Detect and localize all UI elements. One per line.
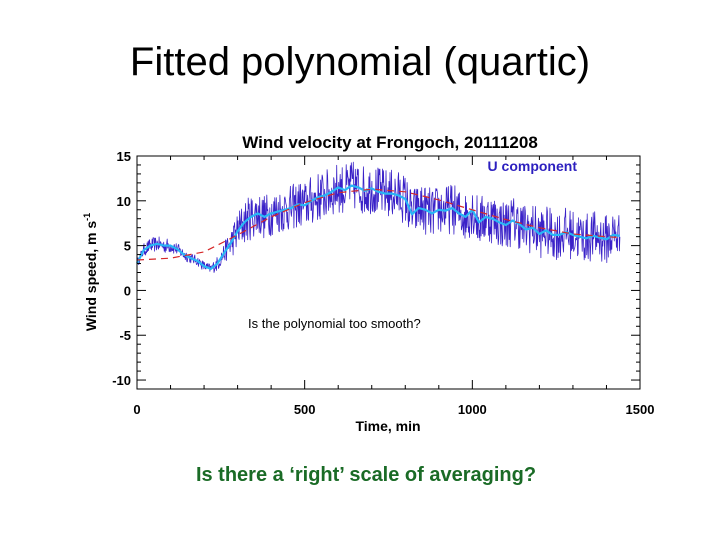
x-tick-label: 1000 (458, 402, 487, 417)
x-axis-title: Time, min (355, 418, 420, 434)
slide-title: Fitted polynomial (quartic) (129, 40, 591, 84)
averaging-question: Is there a ‘right’ scale of averaging? (195, 464, 537, 486)
series-layer (136, 161, 621, 273)
y-axis-title: Wind speed, m s-1 (82, 213, 99, 331)
polynomial-fit-series (136, 188, 620, 261)
x-tick-label: 500 (294, 402, 316, 417)
raw-wind-series (136, 161, 621, 273)
chart-note: Is the polynomial too smooth? (248, 316, 421, 331)
legend-label: U component (488, 158, 578, 174)
y-axis-title-sup: -1 (82, 213, 92, 221)
chart-title: Wind velocity at Frongoch, 20111208 (242, 133, 538, 152)
y-tick-label: -10 (112, 373, 131, 388)
y-tick-label: 10 (117, 194, 131, 209)
running-mean-series (136, 184, 621, 270)
y-tick-label: -5 (119, 328, 131, 343)
y-axis-title-main: Wind speed, m s (83, 221, 99, 332)
y-tick-label: 0 (124, 283, 131, 298)
y-tick-label: 5 (124, 239, 131, 254)
x-tick-label: 0 (133, 402, 140, 417)
x-tick-label: 1500 (626, 402, 655, 417)
y-tick-label: 15 (117, 149, 131, 164)
